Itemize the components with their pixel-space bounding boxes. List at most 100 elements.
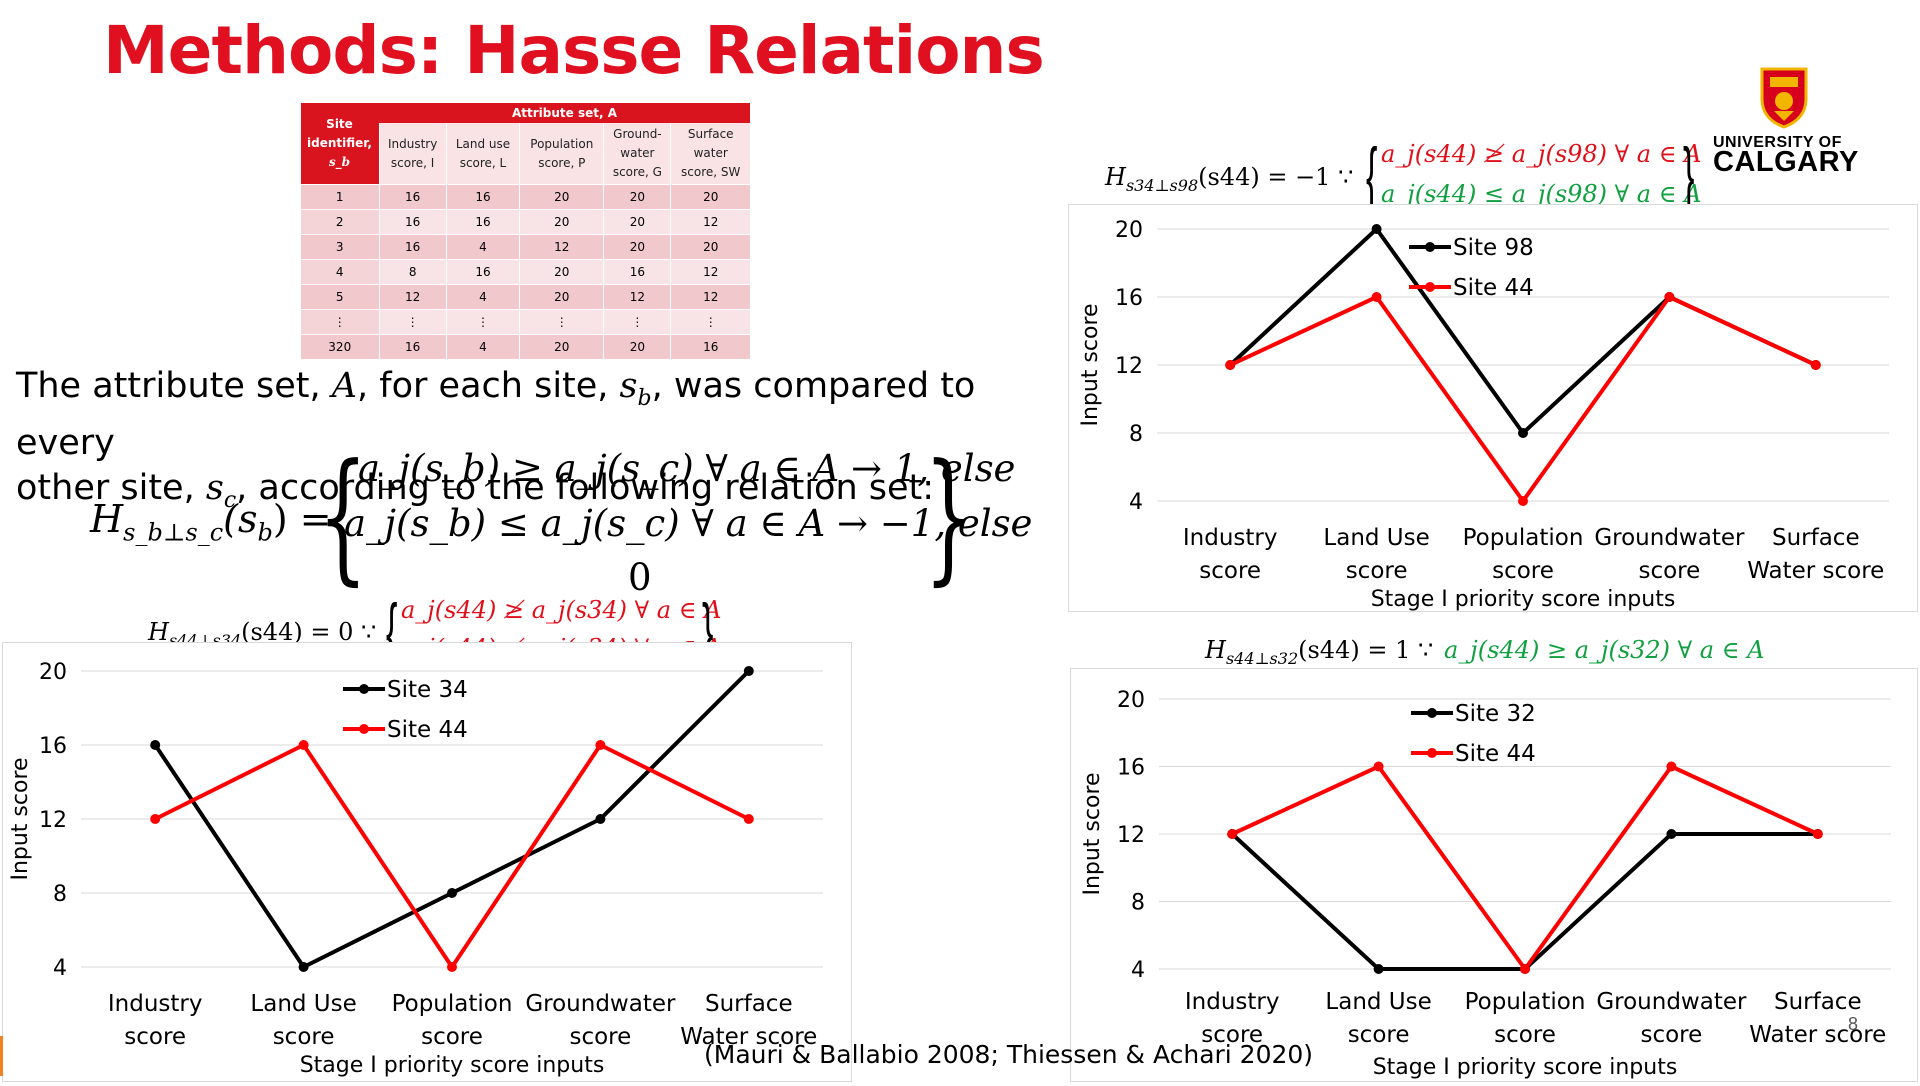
data-point — [150, 814, 161, 824]
table-cell: 20 — [603, 334, 671, 359]
formula-lhs: Hs_b⊥s_c(sb) = — [90, 497, 332, 547]
x-axis-label: Stage I priority score inputs — [1373, 1055, 1678, 1080]
data-point — [1664, 292, 1675, 302]
x-tick-label: Population — [392, 991, 513, 1017]
x-tick-label: score — [273, 1024, 335, 1050]
data-point — [1518, 428, 1528, 438]
table-row: 3 16 4 12 20 20 — [300, 234, 750, 260]
data-point — [447, 962, 457, 972]
chart-site-32-container: 4 8 12 16 20 Input score Industry score Land Use… — [1070, 668, 1918, 1082]
series-line-site-44 — [1231, 764, 1819, 971]
table-cell: 12 — [670, 259, 750, 285]
table-cell: 20 — [603, 209, 671, 235]
table-cell-site-id: ⋮ — [300, 309, 379, 335]
chart-site-98-container: 4 8 12 16 20 Input score Industry score Land Use… — [1068, 204, 1918, 612]
x-tick-label: score — [1640, 1022, 1702, 1048]
legend-marker — [1427, 748, 1437, 758]
data-point — [1812, 829, 1823, 839]
table-cell: 4 — [445, 234, 520, 260]
y-tick-label: 16 — [1115, 286, 1143, 311]
logo-text-university-of: UNIVERSITY OF — [1713, 134, 1842, 151]
table-cell: 20 — [519, 334, 604, 359]
table-row: 1 16 16 20 20 20 — [300, 184, 750, 210]
x-tick-label: Land Use — [1323, 525, 1429, 551]
x-tick-label: score — [569, 1024, 631, 1050]
x-tick-label: Groundwater — [1596, 989, 1747, 1015]
y-tick-label: 4 — [53, 956, 67, 981]
table-header-groundwater: Ground-water score, G — [603, 123, 671, 185]
series-line-site-44 — [1229, 295, 1817, 503]
x-tick-label: Land Use — [250, 991, 356, 1017]
data-point — [1227, 829, 1238, 839]
table-cell: 16 — [445, 184, 520, 210]
page-number: 8 — [1848, 1014, 1859, 1034]
data-point — [1518, 496, 1528, 506]
x-tick-label: Groundwater — [1594, 525, 1745, 551]
relation-98-cond-2: a_j(s44) ≤ a_j(s98) ∀ a ∈ A — [1381, 180, 1702, 208]
table-cell: 20 — [519, 284, 604, 310]
data-point — [595, 740, 606, 750]
table-cell: 12 — [603, 284, 671, 310]
table-cell: ⋮ — [378, 309, 447, 335]
relation-98-left-brace: { — [1366, 133, 1378, 218]
y-tick-label: 12 — [39, 808, 67, 833]
table-header-industry: Industry score, I — [378, 123, 447, 185]
legend-marker — [1427, 708, 1437, 718]
table-cell: ⋮ — [519, 309, 604, 335]
x-tick-label: Groundwater — [525, 991, 676, 1017]
x-tick-label: score — [1346, 558, 1408, 584]
legend-label: Site 32 — [1455, 701, 1536, 727]
data-point — [1225, 360, 1236, 370]
x-tick-label: score — [421, 1024, 483, 1050]
table-header-population: Population score, P — [519, 123, 604, 185]
table-header-land-use: Land use score, L — [445, 123, 520, 185]
slide-title: Methods: Hasse Relations — [103, 12, 1045, 89]
table-row: 2 16 16 20 20 12 — [300, 209, 750, 235]
legend-label: Site 98 — [1453, 235, 1534, 261]
x-tick-label: score — [1348, 1022, 1410, 1048]
relation-98-lhs: Hs34⊥s98(s44) = −1 ∵ — [1105, 163, 1354, 195]
table-cell: 12 — [378, 284, 447, 310]
formula-right-brace: } — [924, 434, 974, 599]
table-cell-site-id: 2 — [300, 209, 379, 235]
x-tick-label: Population — [1463, 525, 1584, 551]
data-point — [743, 814, 754, 824]
citation: (Mauri & Ballabio 2008; Thiessen & Achar… — [704, 1040, 1314, 1069]
series-line-site-44 — [154, 743, 750, 969]
table-row: 4 8 16 20 16 12 — [300, 259, 750, 285]
relation-98-right-brace: } — [1683, 133, 1695, 218]
data-point — [1373, 964, 1384, 974]
formula-line-1: a_j(s_b) ≥ a_j(s_c) ∀ a ∈ A → 1, else — [358, 447, 1016, 490]
table-cell: 16 — [603, 259, 671, 285]
data-point — [1666, 761, 1677, 772]
x-tick-label: Industry — [1185, 989, 1280, 1015]
x-tick-label: Surface — [1772, 525, 1860, 551]
relation-34-lhs: Hs44⊥s34(s44) = 0 ∵ — [148, 618, 377, 650]
logo-text-calgary: CALGARY — [1713, 146, 1859, 178]
y-tick-label: 12 — [1115, 354, 1143, 379]
footer-accent-bar — [0, 1036, 3, 1076]
x-tick-label: score — [1199, 558, 1261, 584]
table-cell: 16 — [378, 334, 447, 359]
data-point — [1810, 360, 1821, 370]
x-tick-label: Land Use — [1325, 989, 1431, 1015]
legend-label: Site 34 — [387, 677, 468, 703]
legend-label: Site 44 — [1455, 741, 1536, 767]
data-point — [1666, 829, 1677, 839]
relation-98-cond-1: a_j(s44) ≱ a_j(s98) ∀ a ∈ A — [1381, 140, 1702, 168]
table-cell: 12 — [519, 234, 604, 260]
relation-34-cond-1: a_j(s44) ≱ a_j(s34) ∀ a ∈ A — [401, 596, 722, 624]
table-cell: ⋮ — [445, 309, 520, 335]
data-point — [150, 740, 161, 750]
legend-marker — [359, 724, 369, 734]
data-point — [1371, 292, 1382, 302]
table-cell-site-id: 3 — [300, 234, 379, 260]
x-tick-label: Water score — [680, 1024, 817, 1050]
table-cell: 16 — [670, 334, 750, 359]
table-cell: 20 — [670, 184, 750, 210]
attribute-table: Site identifier, s_b Attribute set, A In… — [300, 103, 750, 359]
data-point — [447, 888, 457, 898]
x-tick-label: score — [1201, 1022, 1263, 1048]
data-point — [595, 814, 606, 824]
x-tick-label: Industry — [1183, 525, 1278, 551]
